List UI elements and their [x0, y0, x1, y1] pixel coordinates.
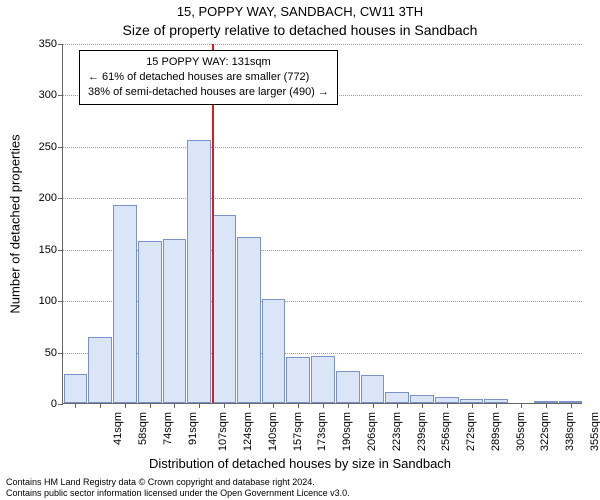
- chart-address-title: 15, POPPY WAY, SANDBACH, CW11 3TH: [0, 4, 600, 19]
- histogram-bar: [64, 374, 88, 403]
- x-tick-label: 157sqm: [292, 412, 304, 451]
- gridline: [63, 198, 582, 199]
- x-tick-mark: [75, 403, 76, 408]
- x-tick-mark: [273, 403, 274, 408]
- x-tick-mark: [472, 403, 473, 408]
- x-tick-label: 256sqm: [440, 412, 452, 451]
- histogram-bar: [212, 215, 236, 403]
- annotation-line-2: ← 61% of detached houses are smaller (77…: [88, 70, 329, 85]
- gridline: [63, 147, 582, 148]
- x-tick-mark: [249, 403, 250, 408]
- x-tick-label: 239sqm: [416, 412, 428, 451]
- x-tick-label: 173sqm: [317, 412, 329, 451]
- x-tick-label: 58sqm: [137, 412, 149, 445]
- x-tick-label: 107sqm: [218, 412, 230, 451]
- annotation-line-1: 15 POPPY WAY: 131sqm: [88, 55, 329, 70]
- x-tick-mark: [224, 403, 225, 408]
- histogram-bar: [361, 375, 385, 403]
- x-tick-label: 305sqm: [515, 412, 527, 451]
- x-tick-mark: [199, 403, 200, 408]
- y-tick-label: 150: [27, 244, 63, 256]
- x-tick-mark: [348, 403, 349, 408]
- y-axis-label: Number of detached properties: [7, 134, 22, 313]
- x-tick-mark: [125, 403, 126, 408]
- x-tick-label: 272sqm: [465, 412, 477, 451]
- footer-attribution: Contains HM Land Registry data © Crown c…: [6, 477, 350, 498]
- footer-line-1: Contains HM Land Registry data © Crown c…: [6, 477, 350, 487]
- footer-line-2: Contains public sector information licen…: [6, 488, 350, 498]
- x-tick-label: 223sqm: [391, 412, 403, 451]
- histogram-bar: [385, 392, 409, 403]
- annotation-line-3: 38% of semi-detached houses are larger (…: [88, 85, 329, 100]
- x-tick-mark: [298, 403, 299, 408]
- x-tick-mark: [521, 403, 522, 408]
- histogram-bar: [187, 140, 211, 403]
- x-tick-label: 91sqm: [187, 412, 199, 445]
- x-tick-mark: [422, 403, 423, 408]
- x-tick-mark: [174, 403, 175, 408]
- x-tick-label: 355sqm: [589, 412, 600, 451]
- histogram-bar: [138, 241, 162, 404]
- x-tick-mark: [323, 403, 324, 408]
- x-tick-label: 338sqm: [564, 412, 576, 451]
- x-tick-label: 206sqm: [366, 412, 378, 451]
- histogram-bar: [311, 356, 335, 403]
- x-tick-mark: [373, 403, 374, 408]
- histogram-bar: [88, 337, 112, 403]
- histogram-plot-area: 05010015020025030035041sqm58sqm74sqm91sq…: [62, 44, 582, 404]
- y-tick-label: 300: [27, 89, 63, 101]
- histogram-bar: [262, 299, 286, 403]
- x-tick-mark: [447, 403, 448, 408]
- y-tick-label: 350: [27, 38, 63, 50]
- y-tick-label: 250: [27, 141, 63, 153]
- y-tick-label: 100: [27, 295, 63, 307]
- x-tick-label: 124sqm: [242, 412, 254, 451]
- x-tick-label: 322sqm: [539, 412, 551, 451]
- y-tick-label: 0: [27, 398, 63, 410]
- x-tick-label: 289sqm: [490, 412, 502, 451]
- x-axis-label: Distribution of detached houses by size …: [0, 456, 600, 471]
- y-tick-label: 200: [27, 192, 63, 204]
- x-tick-mark: [496, 403, 497, 408]
- histogram-bar: [237, 237, 261, 403]
- x-tick-label: 140sqm: [267, 412, 279, 451]
- x-tick-mark: [100, 403, 101, 408]
- x-tick-mark: [397, 403, 398, 408]
- histogram-bar: [113, 205, 137, 404]
- chart-subtitle: Size of property relative to detached ho…: [0, 22, 600, 38]
- y-axis-label-container: Number of detached properties: [6, 44, 22, 404]
- y-tick-label: 50: [27, 347, 63, 359]
- histogram-bar: [163, 239, 187, 403]
- reference-annotation-box: 15 POPPY WAY: 131sqm ← 61% of detached h…: [79, 50, 338, 105]
- histogram-bar: [336, 371, 360, 403]
- x-tick-mark: [150, 403, 151, 408]
- x-tick-label: 41sqm: [112, 412, 124, 445]
- gridline: [63, 44, 582, 45]
- x-tick-mark: [546, 403, 547, 408]
- histogram-bar: [286, 357, 310, 403]
- histogram-bar: [410, 395, 434, 403]
- x-tick-label: 190sqm: [341, 412, 353, 451]
- x-tick-mark: [571, 403, 572, 408]
- x-tick-label: 74sqm: [162, 412, 174, 445]
